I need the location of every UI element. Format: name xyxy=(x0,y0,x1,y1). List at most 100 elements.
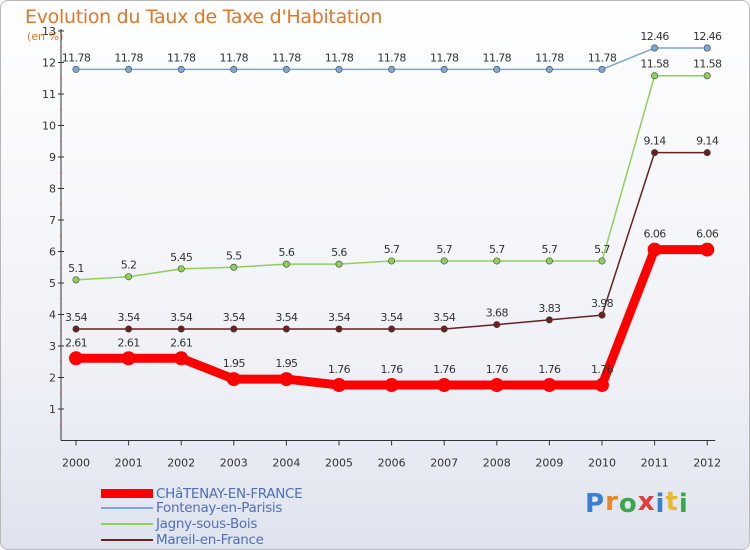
data-point xyxy=(282,325,290,333)
data-point xyxy=(545,316,553,324)
logo-letter: t xyxy=(665,487,679,517)
data-label: 5.6 xyxy=(331,246,347,259)
data-point xyxy=(703,149,711,157)
legend-label: Fontenay-en-Parisis xyxy=(156,500,283,516)
chart-title: Evolution du Taux de Taxe d'Habitation xyxy=(25,6,383,28)
data-label: 11.78 xyxy=(430,51,459,64)
data-label: 11.78 xyxy=(588,51,617,64)
data-point xyxy=(72,65,80,73)
data-label: 5.7 xyxy=(542,243,558,256)
data-point xyxy=(332,378,346,393)
logo-letter: o xyxy=(618,489,638,519)
data-point xyxy=(651,72,659,80)
data-label: 11.78 xyxy=(325,51,354,64)
data-label: 11.78 xyxy=(483,51,512,64)
data-label: 12.46 xyxy=(640,30,669,43)
y-tick-label: 11 xyxy=(42,88,56,101)
data-label: 5.5 xyxy=(226,249,242,262)
data-label: 11.58 xyxy=(640,58,669,71)
data-label: 3.98 xyxy=(591,297,614,310)
x-tick-label: 2007 xyxy=(430,457,458,470)
y-tick-label: 12 xyxy=(42,57,56,70)
data-point xyxy=(226,372,241,387)
data-label: 1.76 xyxy=(328,363,351,376)
data-point xyxy=(647,242,662,257)
legend-label: Jagny-sous-Bois xyxy=(156,516,258,532)
data-point xyxy=(598,65,606,73)
data-point xyxy=(703,44,711,52)
data-label: 5.2 xyxy=(121,259,137,272)
data-label: 3.54 xyxy=(170,311,193,324)
data-point xyxy=(440,257,448,265)
data-point xyxy=(440,325,448,333)
data-label: 11.78 xyxy=(535,51,564,64)
data-point xyxy=(651,44,659,52)
data-label: 6.06 xyxy=(696,228,719,241)
data-point xyxy=(230,325,238,333)
data-point xyxy=(72,325,80,333)
data-point xyxy=(700,242,715,257)
data-label: 5.7 xyxy=(489,243,505,256)
x-tick-label: 2011 xyxy=(641,457,669,470)
data-label: 9.14 xyxy=(696,135,719,148)
data-label: 3.54 xyxy=(118,311,141,324)
data-point xyxy=(174,351,189,366)
data-point xyxy=(651,149,659,157)
data-point xyxy=(335,260,343,268)
x-tick-label: 2010 xyxy=(588,457,616,470)
x-tick-label: 2008 xyxy=(483,457,511,470)
logo-letter: x xyxy=(637,487,656,517)
data-label: 3.54 xyxy=(381,311,404,324)
data-label: 11.78 xyxy=(272,51,301,64)
data-point xyxy=(440,65,448,73)
data-label: 11.78 xyxy=(62,51,91,64)
data-label: 6.06 xyxy=(644,228,667,241)
legend-swatch xyxy=(101,507,153,509)
data-label: 2.61 xyxy=(118,336,140,349)
data-point xyxy=(493,65,501,73)
data-point xyxy=(595,378,609,393)
data-point xyxy=(121,351,136,366)
data-label: 1.76 xyxy=(433,363,456,376)
x-tick-label: 2002 xyxy=(167,457,195,470)
data-point xyxy=(125,65,133,73)
data-label: 1.76 xyxy=(591,363,614,376)
data-point xyxy=(493,257,501,265)
data-point xyxy=(437,378,452,393)
data-label: 1.76 xyxy=(538,363,561,376)
y-tick-label: 3 xyxy=(49,340,56,353)
proxiti-logo: Proxiti xyxy=(585,487,689,519)
data-label: 3.54 xyxy=(275,311,298,324)
data-point xyxy=(177,265,185,273)
x-tick-label: 2012 xyxy=(693,457,721,470)
data-point xyxy=(703,72,711,80)
data-label: 5.45 xyxy=(170,251,193,264)
data-label: 3.54 xyxy=(223,311,246,324)
data-label: 5.7 xyxy=(594,243,610,256)
legend-swatch xyxy=(101,539,153,541)
data-point xyxy=(493,321,501,329)
data-point xyxy=(177,65,185,73)
data-label: 5.6 xyxy=(279,246,295,259)
data-label: 1.95 xyxy=(275,357,298,370)
y-tick-label: 6 xyxy=(49,246,56,259)
data-point xyxy=(388,65,396,73)
data-point xyxy=(542,378,557,393)
y-tick-label: 9 xyxy=(49,151,56,164)
data-point xyxy=(282,260,290,268)
data-label: 3.54 xyxy=(65,311,88,324)
data-label: 2.61 xyxy=(65,336,87,349)
x-tick-label: 2006 xyxy=(378,457,406,470)
data-point xyxy=(388,257,396,265)
data-label: 11.78 xyxy=(220,51,249,64)
data-label: 12.46 xyxy=(693,30,722,43)
x-tick-label: 2001 xyxy=(115,457,143,470)
logo-letter: r xyxy=(605,487,619,517)
legend-label: CHâTENAY-EN-FRANCE xyxy=(156,486,303,502)
data-point xyxy=(230,263,238,271)
y-tick-label: 1 xyxy=(49,403,56,416)
data-point xyxy=(72,276,80,284)
data-point xyxy=(598,257,606,265)
data-point xyxy=(177,325,185,333)
